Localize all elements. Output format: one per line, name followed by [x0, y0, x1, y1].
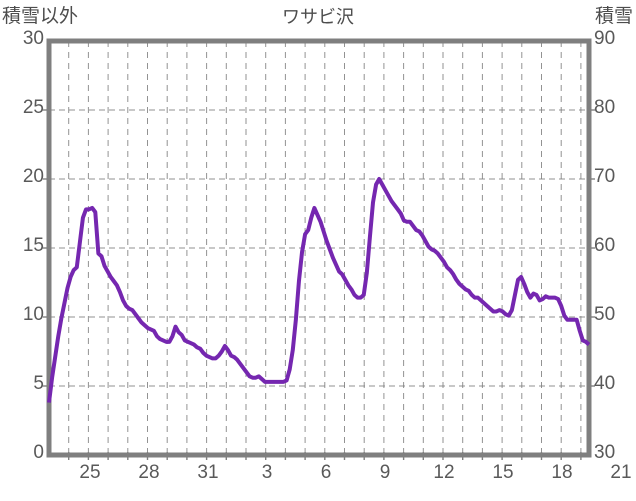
y-axis-left-tick-label: 30: [22, 28, 44, 49]
x-axis-tick-label: 25: [79, 462, 101, 483]
chart-title: ワサビ沢: [282, 7, 354, 27]
y-axis-left-tick-label: 15: [22, 235, 44, 256]
x-axis-tick-label: 31: [197, 462, 219, 483]
plot-frame: [46, 38, 592, 458]
grid-lines: [49, 41, 589, 455]
y-axis-right-tick-label: 50: [594, 304, 616, 325]
y-axis-left-tick-label: 10: [22, 304, 44, 325]
y-axis-right-tick-label: 40: [594, 373, 616, 394]
tick-marks: [43, 109, 595, 460]
y-axis-right-tick-label: 60: [594, 235, 616, 256]
x-axis-tick-label: 21: [610, 462, 632, 483]
left-axis-caption: 積雪以外: [2, 6, 79, 27]
x-axis-tick-label: 6: [320, 462, 332, 483]
y-axis-right-tick-label: 30: [594, 442, 616, 463]
y-axis-left-tick-label: 5: [33, 373, 44, 394]
x-axis-tick-label: 18: [551, 462, 573, 483]
x-axis-tick-label: 15: [492, 462, 514, 483]
x-axis-tick-label: 3: [261, 462, 273, 483]
y-axis-left-tick-label: 20: [22, 166, 44, 187]
data-series-group: [47, 177, 591, 403]
y-axis-right-tick-label: 90: [594, 28, 616, 49]
series-line-snow-other: [47, 177, 591, 403]
plot-frame-path: [46, 38, 592, 458]
x-axis-tick-label: 12: [433, 462, 455, 483]
x-axis-tick-label: 9: [379, 462, 391, 483]
y-axis-left-tick-label: 0: [33, 442, 44, 463]
y-axis-right-tick-label: 80: [594, 97, 616, 118]
right-axis-caption: 積雪: [594, 6, 633, 27]
y-axis-right-tick-label: 70: [594, 166, 616, 187]
x-axis-tick-label: 28: [138, 462, 160, 483]
y-axis-left-tick-label: 25: [22, 97, 44, 118]
